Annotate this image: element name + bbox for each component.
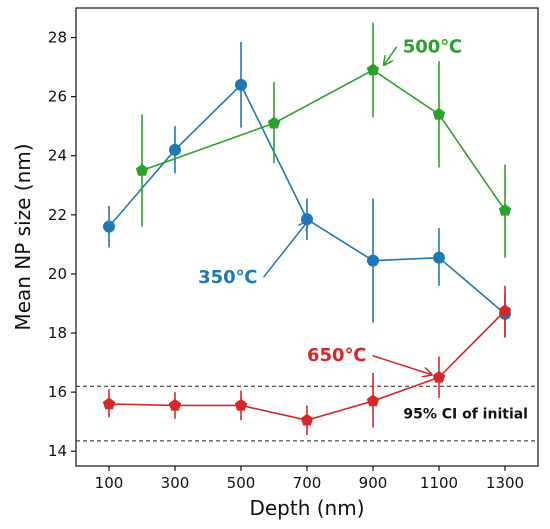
- y-tick-label: 18: [48, 324, 67, 342]
- data-point: [102, 397, 116, 410]
- x-axis-label: Depth (nm): [249, 496, 364, 520]
- series: [135, 22, 512, 258]
- y-axis-label: Mean NP size (nm): [11, 143, 35, 330]
- ci-label: 95% CI of initial: [403, 407, 528, 423]
- x-tick-label: 900: [359, 474, 388, 492]
- data-point: [366, 394, 380, 407]
- x-tick-label: 300: [161, 474, 190, 492]
- data-point: [103, 220, 115, 233]
- x-tick-label: 100: [95, 474, 124, 492]
- annotation-arrow: [372, 354, 430, 375]
- data-point: [432, 107, 446, 120]
- data-point: [135, 164, 149, 176]
- data-point: [234, 398, 248, 411]
- data-point: [267, 116, 281, 129]
- x-tick-label: 700: [293, 474, 322, 492]
- annotation-arrow: [385, 46, 398, 64]
- y-tick-label: 28: [48, 29, 67, 47]
- data-point: [168, 398, 182, 411]
- data-point: [498, 304, 512, 317]
- data-point: [235, 78, 247, 91]
- data-point: [367, 254, 379, 267]
- y-tick-label: 16: [48, 383, 67, 401]
- data-point: [300, 413, 314, 426]
- series-line: [141, 69, 506, 211]
- y-tick-label: 22: [48, 206, 67, 224]
- annotations: 350℃ 500℃ 650℃: [198, 36, 462, 374]
- y-tick-label: 26: [48, 88, 67, 106]
- series: [102, 285, 512, 435]
- x-tick-label: 500: [227, 474, 256, 492]
- annotation-label: 500℃: [403, 36, 462, 57]
- annotation-arrow: [262, 222, 307, 278]
- data-point: [498, 203, 512, 216]
- series-layer: [102, 22, 512, 435]
- data-point: [432, 370, 446, 383]
- ci-band: 95% CI of initial: [76, 385, 538, 442]
- y-tick-label: 24: [48, 147, 67, 165]
- x-tick-label: 1300: [486, 474, 524, 492]
- data-point: [301, 213, 313, 226]
- y-tick-label: 14: [48, 442, 67, 460]
- x-tick-label: 1100: [420, 474, 458, 492]
- y-tick-label: 20: [48, 265, 67, 283]
- data-point: [169, 143, 181, 156]
- axis-ticks: 100 300 500 700 900 1100 1300 14 16 18 20 22 24 26 28: [48, 29, 524, 492]
- data-point: [366, 63, 380, 76]
- annotation-label: 650℃: [307, 345, 366, 366]
- series: [103, 41, 511, 338]
- annotation-label: 350℃: [198, 267, 257, 288]
- data-point: [433, 251, 445, 264]
